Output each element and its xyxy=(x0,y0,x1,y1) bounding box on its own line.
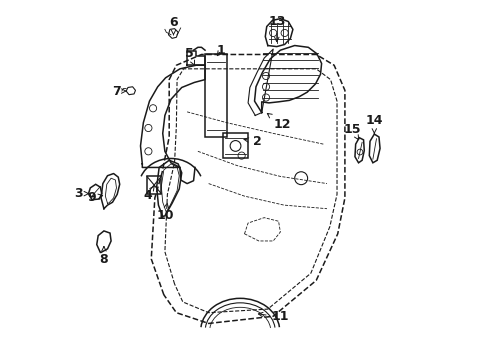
Text: 9: 9 xyxy=(88,191,102,204)
Text: 2: 2 xyxy=(244,135,261,148)
Text: 3: 3 xyxy=(74,187,89,200)
Text: 14: 14 xyxy=(365,114,382,133)
Text: 15: 15 xyxy=(343,122,360,140)
Text: 11: 11 xyxy=(258,310,288,324)
Text: 4: 4 xyxy=(143,186,154,202)
Text: 1: 1 xyxy=(216,44,225,57)
Text: 7: 7 xyxy=(112,85,126,98)
Text: 6: 6 xyxy=(169,16,178,35)
Text: 10: 10 xyxy=(156,203,173,222)
Text: 12: 12 xyxy=(267,113,290,131)
Text: 5: 5 xyxy=(184,47,194,66)
Text: 13: 13 xyxy=(267,15,285,42)
Text: 8: 8 xyxy=(100,247,108,266)
